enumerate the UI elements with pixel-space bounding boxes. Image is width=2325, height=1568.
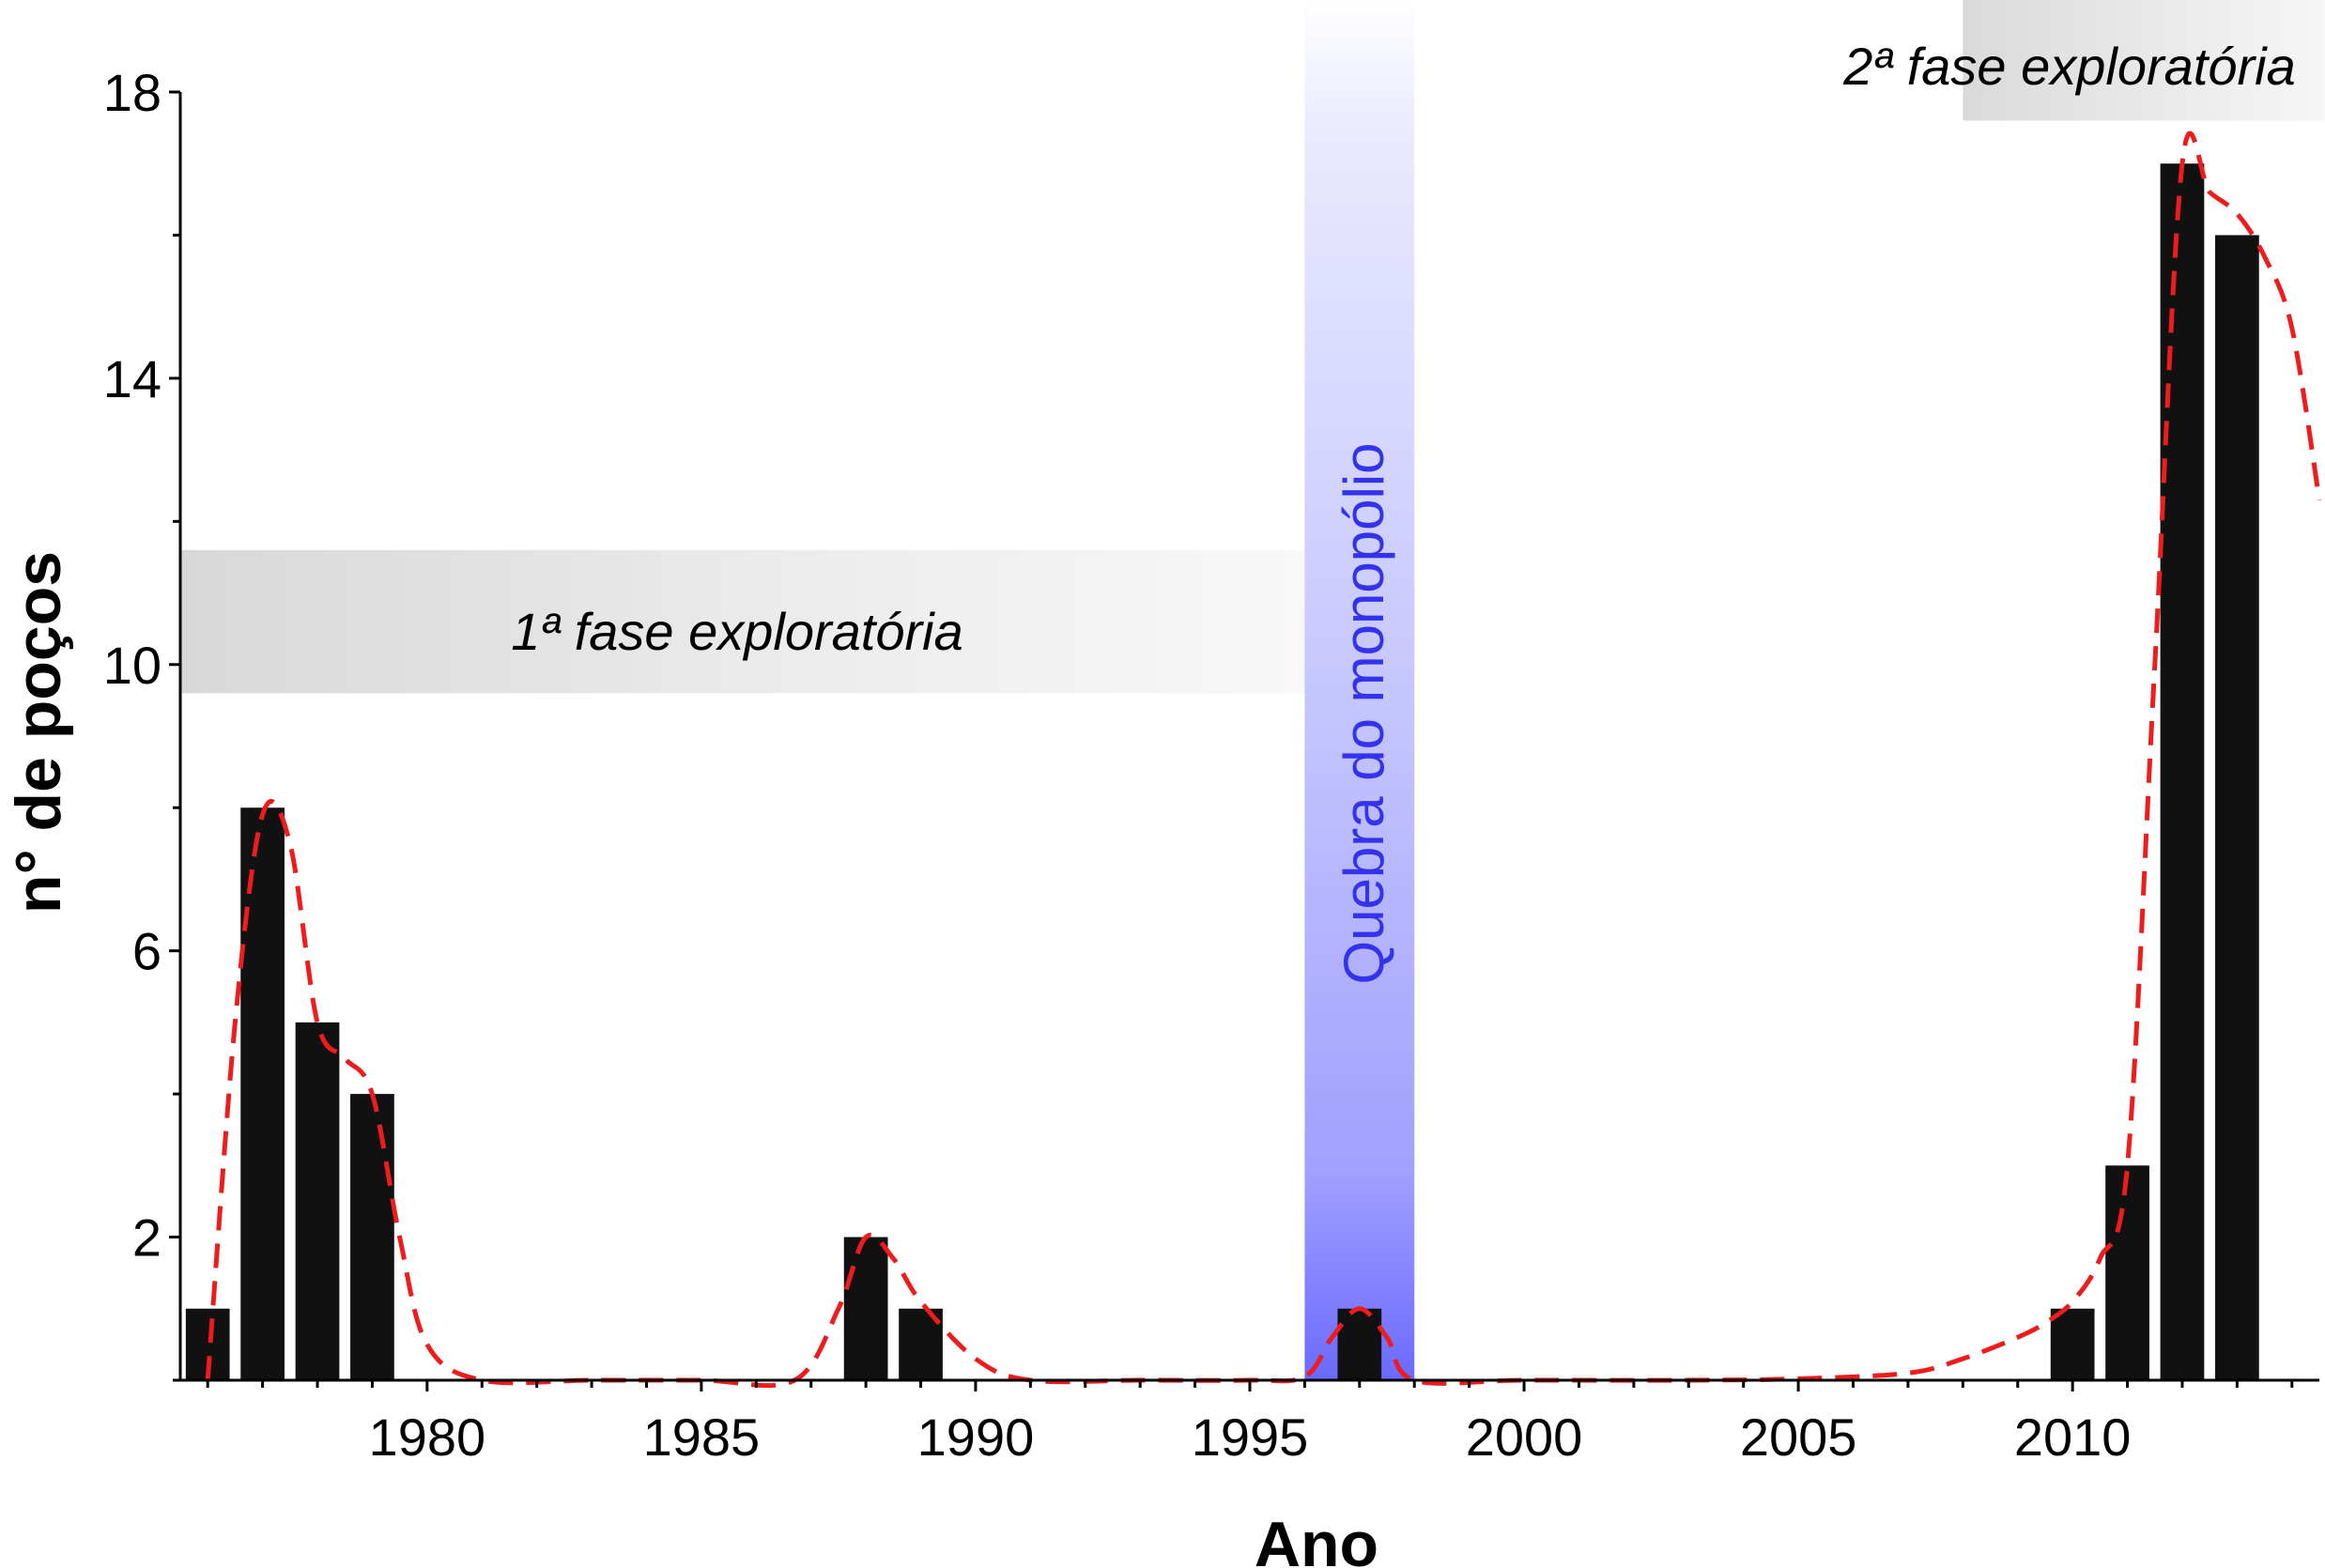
phase-2-label: 2ª fase exploratória [1842, 37, 2295, 96]
x-tick-label-1985: 1985 [643, 1407, 761, 1467]
phase-1-label-group: 1ª fase exploratória [511, 602, 962, 661]
phase-1-label: 1ª fase exploratória [511, 602, 962, 661]
trend-line [205, 131, 2322, 1389]
bar-2012 [2160, 163, 2205, 1381]
x-tick-label-1990: 1990 [917, 1407, 1035, 1467]
axes-layer: 2 6 10 14 18 1980 1985 1990 1995 2000 2005 2010 [103, 63, 2319, 1467]
x-tick-label-2010: 2010 [2014, 1407, 2132, 1467]
phase-1-band [180, 549, 1305, 694]
x-tick-label-2005: 2005 [1740, 1407, 1857, 1467]
trend-layer [205, 131, 2322, 1389]
monopoly-break-label: Quebra do monopólio [1332, 442, 1395, 984]
y-tick-label-10: 10 [103, 636, 162, 695]
x-tick-label-1980: 1980 [369, 1407, 486, 1467]
bar-1977 [240, 807, 285, 1380]
bars-layer [185, 163, 2259, 1381]
x-tick-label-2000: 2000 [1466, 1407, 1583, 1467]
x-tick-label-1995: 1995 [1192, 1407, 1309, 1467]
background-layer [180, 0, 2325, 1380]
y-tick-label-18: 18 [103, 63, 162, 122]
event-label-group: Quebra do monopólio [1332, 442, 1395, 984]
bar-2010 [2050, 1308, 2095, 1380]
y-tick-label-2: 2 [132, 1208, 162, 1268]
bar-2013 [2215, 235, 2259, 1380]
phase-2-label-group: 2ª fase exploratória [1842, 37, 2295, 96]
monopoly-break-band [1304, 0, 1415, 1380]
phase-2-band [1963, 0, 2325, 121]
x-axis-title: Ano [1255, 1509, 1378, 1568]
y-axis-title: n° de poços [3, 551, 74, 914]
y-tick-label-6: 6 [132, 922, 162, 981]
bar-2011 [2105, 1165, 2149, 1380]
bar-1997 [1337, 1308, 1382, 1380]
bar-1988 [843, 1237, 888, 1380]
y-tick-label-14: 14 [103, 349, 162, 408]
bar-1978 [295, 1022, 340, 1380]
bar-1979 [350, 1094, 394, 1380]
